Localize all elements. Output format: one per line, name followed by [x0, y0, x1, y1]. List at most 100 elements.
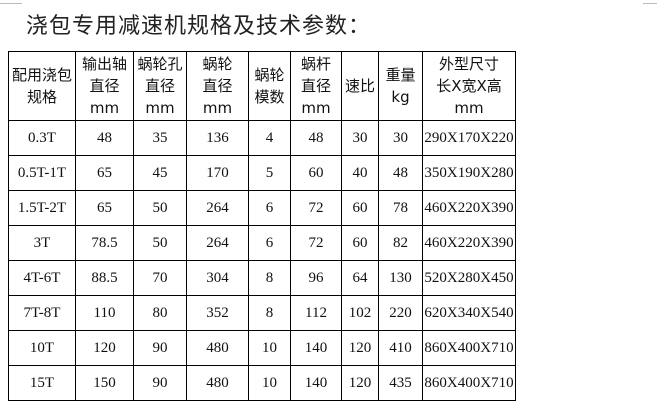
column-header: 配用浇包 规格: [8, 51, 76, 121]
table-row: 4T-6T 88.5 70 304 8 96 64 130 520X280X450: [8, 260, 516, 296]
column-header: 蜗轮 模数: [248, 51, 291, 121]
table-row: 7T-8T 110 80 352 8 112 102 220 620X340X540: [8, 295, 516, 331]
table-cell: 150: [75, 365, 134, 401]
column-header-line: 蜗杆: [300, 55, 331, 73]
table-cell: 410: [378, 330, 423, 366]
table-cell: 8: [248, 260, 291, 296]
table-cell: 170: [186, 155, 249, 191]
table-cell: 96: [290, 260, 342, 296]
table-cell: 120: [341, 330, 379, 366]
table-cell: 290X170X220: [422, 120, 516, 156]
table-cell: 0.3T: [8, 120, 76, 156]
table-cell: 480: [186, 330, 249, 366]
table-cell: 50: [133, 190, 187, 226]
table-cell: 860X400X710: [422, 330, 516, 366]
column-header-line: 直径: [300, 77, 331, 95]
table-row: 15T 150 90 480 10 140 120 435 860X400X710: [8, 365, 516, 401]
table-cell: 10: [248, 330, 291, 366]
table-cell: 6: [248, 190, 291, 226]
table-cell: 8: [248, 295, 291, 331]
table-cell: 60: [290, 155, 342, 191]
table-cell: 30: [341, 120, 379, 156]
table-cell: 0.5T-1T: [8, 155, 76, 191]
column-header: 重量 kg: [378, 51, 423, 121]
table-cell: 35: [133, 120, 187, 156]
table-cell: 45: [133, 155, 187, 191]
table-cell: 10T: [8, 330, 76, 366]
column-header-line: 蜗轮: [202, 55, 233, 73]
table-cell: 460X220X390: [422, 225, 516, 261]
table-cell: 460X220X390: [422, 190, 516, 226]
table-cell: 48: [290, 120, 342, 156]
column-header: 蜗杆直径 mm: [290, 51, 342, 121]
table-cell: 102: [341, 295, 379, 331]
table-cell: 3T: [8, 225, 76, 261]
table-cell: 130: [378, 260, 423, 296]
table-cell: 40: [341, 155, 379, 191]
table-row: 3T 78.5 50 264 6 72 60 82 460X220X390: [8, 225, 516, 261]
table-cell: 50: [133, 225, 187, 261]
table-cell: 435: [378, 365, 423, 401]
table-cell: 1.5T-2T: [8, 190, 76, 226]
table-cell: 120: [75, 330, 134, 366]
column-header-line: 长X宽X高 mm: [436, 77, 502, 117]
column-header-line: 直径 mm: [144, 77, 175, 117]
table-cell: 140: [290, 330, 342, 366]
table-cell: 30: [378, 120, 423, 156]
table-row: 0.5T-1T 65 45 170 5 60 40 48 350X190X280: [8, 155, 516, 191]
column-header-line: 重量: [385, 66, 416, 84]
column-header: 蜗轮直径 mm: [186, 51, 249, 121]
column-header-line: 规格: [26, 88, 57, 106]
column-header-line: 模数: [254, 88, 285, 106]
table-cell: 140: [290, 365, 342, 401]
column-header: 外型尺寸长X宽X高 mm: [422, 51, 516, 121]
table-cell: 48: [378, 155, 423, 191]
table-cell: 120: [341, 365, 379, 401]
column-header-line: mm: [301, 99, 331, 117]
table-cell: 10: [248, 365, 291, 401]
table-cell: 60: [341, 225, 379, 261]
page-corner-mark-right: [643, 0, 657, 4]
table-cell: 6: [248, 225, 291, 261]
table-cell: 80: [133, 295, 187, 331]
column-header-line: 蜗轮孔: [137, 55, 183, 73]
table-cell: 480: [186, 365, 249, 401]
column-header-line: 直径 mm: [202, 77, 233, 117]
column-header-line: 输出轴: [81, 55, 127, 73]
table-cell: 7T-8T: [8, 295, 76, 331]
table-cell: 112: [290, 295, 342, 331]
column-header-line: 蜗轮: [254, 66, 285, 84]
table-row: 10T 120 90 480 10 140 120 410 860X400X710: [8, 330, 516, 366]
table-cell: 15T: [8, 365, 76, 401]
table-header-row: 配用浇包 规格 输出轴 直径 mm 蜗轮孔 直径 mm 蜗轮 直径 mm 蜗轮 模数 蜗杆 直径 mm 速…: [8, 51, 516, 121]
table-cell: 72: [290, 190, 342, 226]
column-header-line: 速比: [344, 77, 375, 95]
table-cell: 90: [133, 365, 187, 401]
table-cell: 520X280X450: [422, 260, 516, 296]
document-title: 浇包专用减速机规格及技术参数：: [26, 14, 372, 39]
table-row: 1.5T-2T 65 50 264 6 72 60 78 460X220X390: [8, 190, 516, 226]
spec-table: 配用浇包 规格 输出轴 直径 mm 蜗轮孔 直径 mm 蜗轮 直径 mm 蜗轮 模数 蜗杆 直径 mm 速…: [8, 51, 516, 401]
table-cell: 70: [133, 260, 187, 296]
table-cell: 264: [186, 225, 249, 261]
table-cell: 220: [378, 295, 423, 331]
column-header: 输出轴 直径 mm: [75, 51, 134, 121]
table-cell: 304: [186, 260, 249, 296]
column-header: 速比: [341, 51, 379, 121]
table-cell: 78: [378, 190, 423, 226]
table-cell: 5: [248, 155, 291, 191]
table-cell: 60: [341, 190, 379, 226]
page-corner-mark-left: [0, 0, 22, 4]
column-header-line: 外型尺寸: [438, 55, 499, 73]
table-row: 0.3T 48 35 136 4 48 30 30 290X170X220: [8, 120, 516, 156]
column-header: 蜗轮孔直径 mm: [133, 51, 187, 121]
table-cell: 90: [133, 330, 187, 366]
table-cell: 64: [341, 260, 379, 296]
table-cell: 350X190X280: [422, 155, 516, 191]
table-cell: 72: [290, 225, 342, 261]
table-cell: 352: [186, 295, 249, 331]
table-cell: 860X400X710: [422, 365, 516, 401]
table-cell: 82: [378, 225, 423, 261]
table-cell: 65: [75, 155, 134, 191]
table-cell: 4T-6T: [8, 260, 76, 296]
